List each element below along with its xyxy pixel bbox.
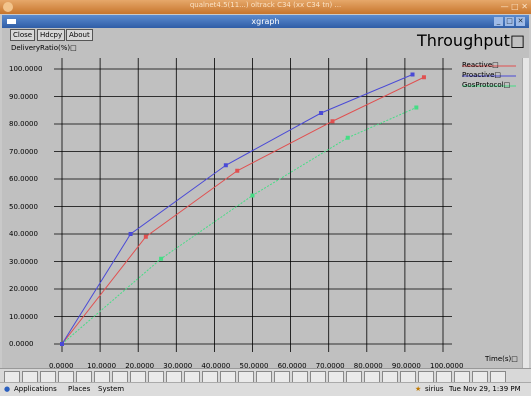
data-point-reactive: [235, 168, 240, 173]
user-icon: ★: [415, 385, 422, 393]
x-tick-label: 50.0000: [239, 362, 269, 370]
data-point-proactive: [223, 163, 228, 168]
x-tick-label: 90.0000: [391, 362, 421, 370]
series-line-proactive: [61, 74, 413, 345]
about-button[interactable]: About: [66, 29, 93, 41]
close-icon[interactable]: ✕: [516, 17, 525, 26]
top-panel: ● Applications Places System ★ sirius Tu…: [0, 382, 531, 396]
data-point-gosprotocol: [250, 193, 255, 198]
x-tick-label: 100.0000: [430, 362, 464, 370]
legend-entry-gosprotocol: GosProtocol□: [462, 81, 511, 89]
grid: [54, 58, 452, 352]
y-tick-label: 60.0000: [9, 175, 38, 183]
legend-entry-proactive: Proactive□: [462, 71, 501, 79]
series-lines: [60, 72, 426, 346]
y-tick-label: 30.0000: [9, 257, 38, 266]
y-tick-label: 10.0000: [9, 312, 38, 321]
x-tick-label: 70.0000: [315, 362, 345, 370]
y-tick-label: 80.0000: [9, 120, 38, 128]
graph-title: Throughput□: [417, 31, 526, 50]
data-point-proactive: [410, 72, 415, 77]
foot-icon[interactable]: ●: [4, 385, 11, 393]
window-menu-icon[interactable]: [3, 2, 13, 12]
places-menu[interactable]: Places: [68, 385, 91, 393]
hdcpy-button[interactable]: Hdcpy: [37, 29, 66, 41]
y-tick-label: 20.0000: [9, 285, 38, 293]
data-point-reactive: [330, 119, 335, 124]
x-tick-label: 10.0000: [87, 362, 117, 370]
data-point-gosprotocol: [414, 105, 419, 110]
data-point-gosprotocol: [159, 256, 164, 261]
series-line-reactive: [61, 76, 425, 345]
legend-entry-reactive: Reactive□: [462, 61, 499, 69]
clock: Tue Nov 29, 1:39 PM: [449, 385, 521, 393]
y-tick-label: 40.0000: [9, 230, 38, 238]
close-button[interactable]: Close: [10, 29, 36, 41]
data-point-proactive: [319, 111, 324, 115]
y-tick-label: 90.0000: [9, 92, 38, 101]
minimize-icon[interactable]: _: [494, 17, 503, 26]
data-point-reactive: [421, 75, 426, 80]
x-tick-label: 60.0000: [277, 362, 307, 370]
outer-window-titlebar: qualnet4.5(11...) oltrack C34 (xx C34 tn…: [0, 0, 531, 14]
x-tick-label: 80.0000: [353, 362, 383, 370]
series-line-gosprotocol: [61, 107, 417, 345]
data-point-gosprotocol: [345, 135, 350, 140]
x-tick-label: 20.0000: [125, 362, 155, 370]
username: sirius: [425, 385, 444, 393]
xgraph-main-area: Close Hdcpy About DeliveryRatio(%)□ Thro…: [2, 28, 529, 368]
data-point-proactive: [128, 232, 133, 236]
y-tick-label: 70.0000: [9, 147, 38, 156]
x-tick-label: 0.0000: [49, 362, 74, 370]
x-axis-label: Time(s)□: [485, 355, 518, 363]
y-axis-label: DeliveryRatio(%)□: [11, 44, 77, 52]
outer-window-controls-icon[interactable]: — □ ✕: [500, 2, 528, 11]
outer-window-title: qualnet4.5(11...) oltrack C34 (xx C34 tn…: [189, 1, 342, 9]
system-menu[interactable]: System: [98, 385, 125, 393]
applications-menu[interactable]: Applications: [14, 385, 57, 393]
window-menu-icon[interactable]: [7, 19, 16, 24]
data-point-reactive: [143, 234, 148, 239]
legend-lines: [462, 65, 516, 87]
xgraph-window-title: xgraph: [251, 17, 280, 26]
x-tick-label: 40.0000: [201, 362, 231, 370]
scrollbar[interactable]: [522, 58, 529, 368]
maximize-icon[interactable]: □: [505, 17, 514, 26]
y-tick-label: 100.0000: [9, 65, 43, 73]
taskbar: [0, 368, 531, 383]
y-tick-label: 0.0000: [9, 340, 34, 348]
data-point-origin: [60, 342, 64, 346]
x-tick-label: 30.0000: [163, 362, 193, 370]
y-tick-label: 50.0000: [9, 202, 38, 211]
xgraph-titlebar: xgraph _ □ ✕: [2, 15, 529, 28]
